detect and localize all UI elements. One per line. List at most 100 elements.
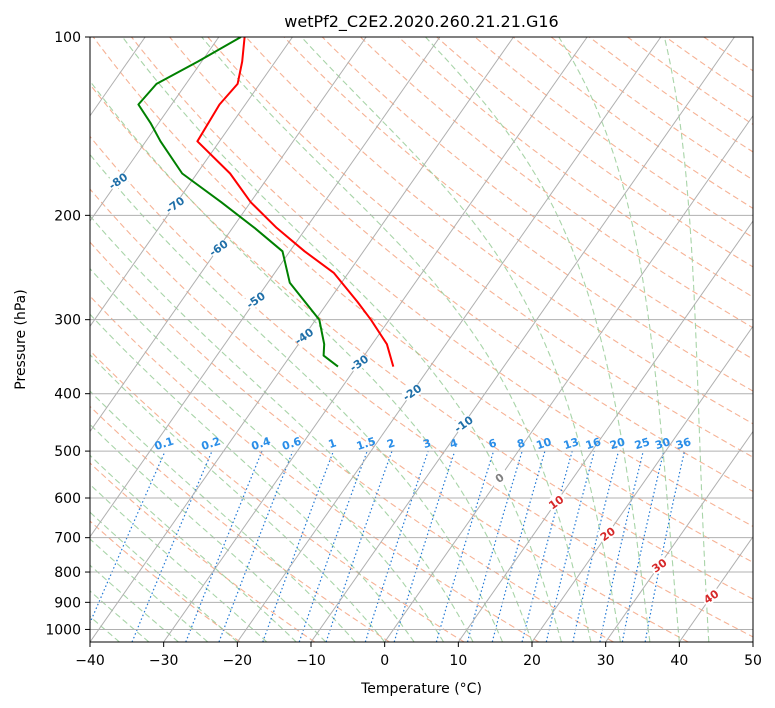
moist-adiabat-line [300,37,621,642]
isotherm-line [310,37,735,642]
x-tick-label: 40 [670,653,688,669]
isotherm-label-bg [347,352,370,374]
isotherm-line [605,430,753,642]
dry-adiabat-line [90,349,465,642]
dry-adiabat-line [90,295,540,642]
mixing-ratio-label: 0.2 [200,435,223,453]
moist-adiabat-line [122,37,563,642]
isotherm-line [457,220,753,642]
mixing-ratio-label: 13 [562,435,581,452]
mixing-ratio-label: 1 [327,436,338,451]
mixing-ratio-line [218,450,294,642]
mixing-ratio-line [185,450,263,642]
x-tick-label: 10 [449,653,467,669]
isotherm-label-bg [292,325,315,347]
y-tick-label: 800 [54,565,81,581]
isotherm-line [90,37,367,433]
x-tick-label: 0 [380,653,389,669]
isotherm-label-bg [400,381,423,403]
dry-adiabats [90,37,753,642]
moist-adiabat-line [90,564,179,642]
x-axis-label: Temperature (°C) [360,681,482,697]
y-tick-label: 100 [54,30,81,46]
moist-adiabat-line [90,390,356,642]
moist-adiabat-line [90,313,415,642]
isotherm-label-bg [244,289,267,311]
y-tick-label: 600 [54,491,81,507]
moist-adiabat-line [558,37,680,642]
y-tick-label: 1000 [45,622,81,638]
mixing-ratio-label: 8 [515,436,526,451]
y-tick-label: 300 [54,313,81,329]
dry-adiabat-line [207,37,753,458]
isotherm-line [163,37,588,642]
y-tick-label: 500 [54,444,81,460]
dry-adiabat-line [474,37,753,239]
isotherm-line [90,37,441,538]
moist-adiabat-line [90,423,327,642]
dry-adiabat-line [321,37,753,360]
x-tick-label: 50 [744,653,762,669]
moist-adiabat-line [90,483,268,642]
isotherm-label-bg [647,554,671,576]
dry-adiabat-line [398,37,753,298]
y-axis: 100 200 300 400 500 600 700 800 900 1000 [45,30,90,638]
moist-adiabat-line [90,511,238,642]
isotherm-line [90,37,293,328]
moist-adiabat-line [201,37,592,642]
moist-adiabat-line [425,37,651,642]
x-tick-label: −40 [75,653,105,669]
mixing-ratio-line [131,450,213,642]
dry-adiabat-line [130,37,753,528]
x-tick-label: −30 [149,653,179,669]
isotherm-label-bg [596,523,619,545]
dry-adiabat-line [283,37,753,392]
isotherm-label-bg [488,467,511,489]
mixing-ratio-label: 25 [633,435,652,452]
profile-traces [137,37,395,368]
dry-adiabat-line [436,37,753,268]
mixing-ratio-label: 0.1 [153,435,176,453]
isotherm-line [90,37,220,222]
mixing-ratio-line [572,450,620,642]
x-tick-label: −20 [223,653,253,669]
mixing-ratio-line [325,450,393,642]
mixing-ratio-line [466,450,523,642]
x-axis: −40 −30 −20 −10 0 10 20 30 40 50 [75,642,762,669]
dry-adiabat-line [90,405,390,642]
isotherm-label-bg [163,193,186,215]
y-tick-label: 900 [54,595,81,611]
isotherm-line [236,37,662,642]
mixing-ratio-line [90,450,166,625]
isotherm-label-bg [207,237,230,259]
x-tick-label: 20 [523,653,541,669]
dry-adiabat-line [245,37,753,425]
isotherm-label-bg [106,170,129,192]
mixing-ratio-line [364,450,429,642]
y-tick-label: 400 [54,387,81,403]
isotherm-line [384,114,753,642]
mixing-ratio-label: 0.4 [250,435,273,453]
mixing-ratio-line [262,450,334,642]
mixing-ratio-label: 2 [385,436,396,451]
mixing-ratio-label: 0.6 [280,435,303,453]
mixing-ratio-label: 4 [448,436,460,451]
mixing-ratio-line [298,450,368,642]
dry-adiabat-line [90,520,241,642]
isotherm-label-bg [544,491,567,513]
dry-adiabat-line [90,83,753,600]
dry-adiabat-line [90,188,689,642]
chart-title: wetPf2_C2E2.2020.260.21.21.G16 [284,12,558,32]
dry-adiabat-line [92,37,753,563]
y-axis-label: Pressure (hPa) [13,289,29,389]
mixing-ratio-label: 36 [674,435,693,452]
moist-adiabat-line [90,80,533,642]
x-tick-label: 30 [597,653,615,669]
dry-adiabat-line [90,135,753,638]
y-tick-label: 200 [54,208,81,224]
moist-adiabats [90,37,710,642]
mixing-ratio-label: 20 [608,435,627,452]
plot-frame [89,36,754,643]
temperature-trace [196,37,395,367]
